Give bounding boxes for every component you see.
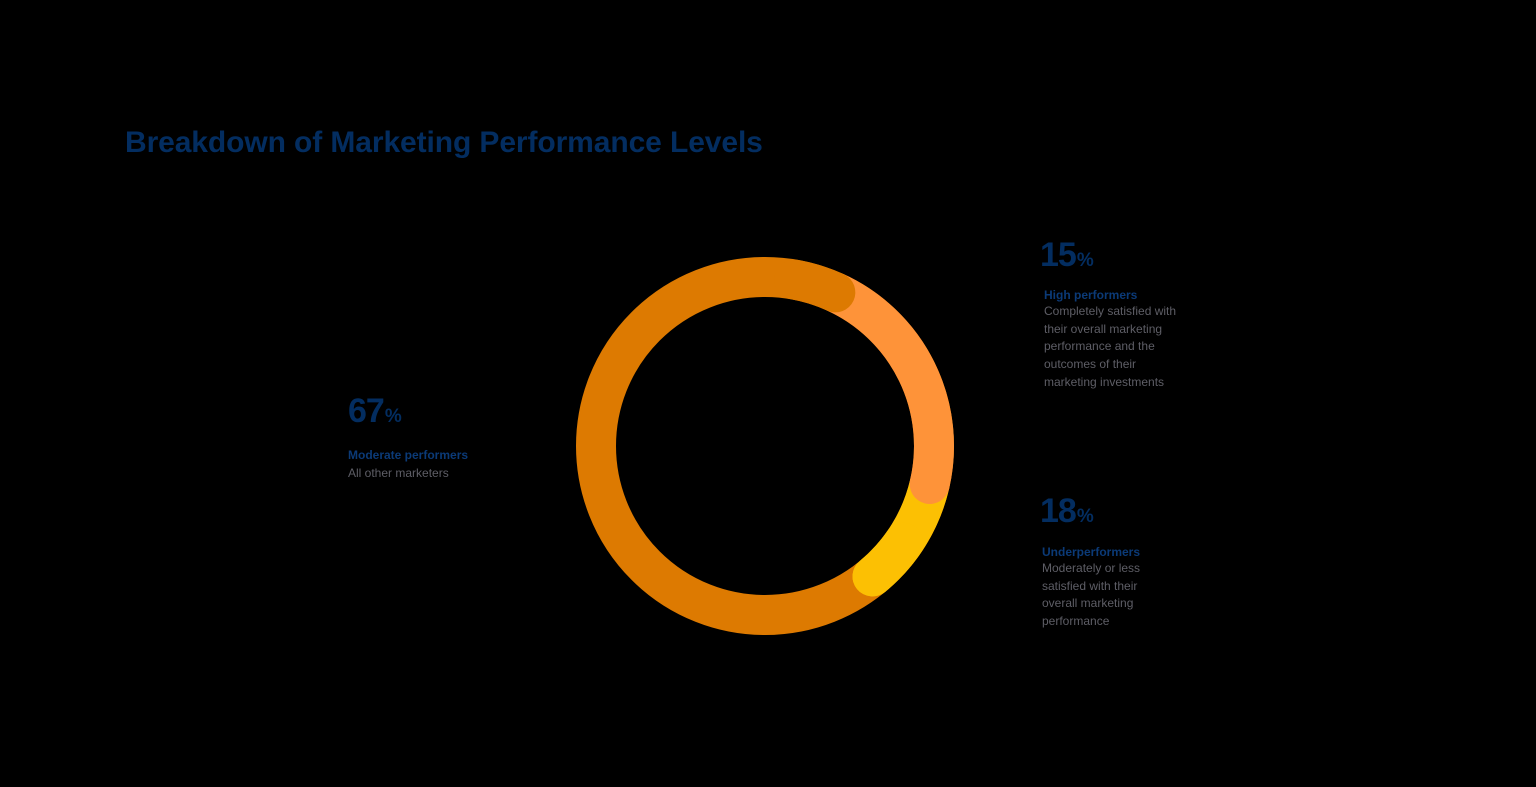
under-description: Moderately or less satisfied with their … xyxy=(1042,560,1140,631)
callout-underperformers: 18% Underperformers Moderately or less s… xyxy=(1040,493,1140,631)
under-value: 18 xyxy=(1040,492,1077,530)
moderate-description: All other marketers xyxy=(348,465,468,483)
moderate-unit: % xyxy=(384,406,402,427)
high-description-line: marketing investments xyxy=(1044,374,1165,389)
under-description-line: Moderately or less xyxy=(1042,561,1141,575)
moderate-percentage: 67% xyxy=(348,393,468,435)
under-percentage: 18% xyxy=(1040,493,1140,535)
high-unit: % xyxy=(1076,250,1094,271)
high-description-line: outcomes of their xyxy=(1044,357,1137,372)
callout-moderate-performers: 67% Moderate performers All other market… xyxy=(348,393,468,483)
moderate-description-line: All other marketers xyxy=(348,466,449,480)
donut-segment-under xyxy=(852,464,950,597)
high-description-line: their overall marketing xyxy=(1044,321,1163,336)
under-description-line: performance xyxy=(1042,614,1110,629)
under-description-line: satisfied with their xyxy=(1042,578,1138,593)
donut-segment-moderate xyxy=(774,259,856,313)
high-label: High performers xyxy=(1044,288,1138,302)
under-unit: % xyxy=(1076,506,1094,527)
under-label: Underperformers xyxy=(1042,545,1141,559)
moderate-label: Moderate performers xyxy=(348,448,469,462)
high-value: 15 xyxy=(1040,236,1077,274)
high-description: Completely satisfied with their overall … xyxy=(1044,303,1176,392)
high-percentage: 15% xyxy=(1040,237,1176,279)
moderate-value: 67 xyxy=(348,392,385,430)
callout-high-performers: 15% High performers Completely satisfied… xyxy=(1040,237,1176,392)
high-description-line: Completely satisfied with xyxy=(1044,304,1177,318)
donut-segment-high xyxy=(815,272,954,505)
donut-base-ring xyxy=(576,257,954,635)
donut-segment-under xyxy=(852,522,924,597)
high-description-line: performance and the xyxy=(1044,339,1155,354)
under-description-line: overall marketing xyxy=(1042,596,1134,611)
chart-title: Breakdown of Marketing Performance Level… xyxy=(125,126,763,159)
